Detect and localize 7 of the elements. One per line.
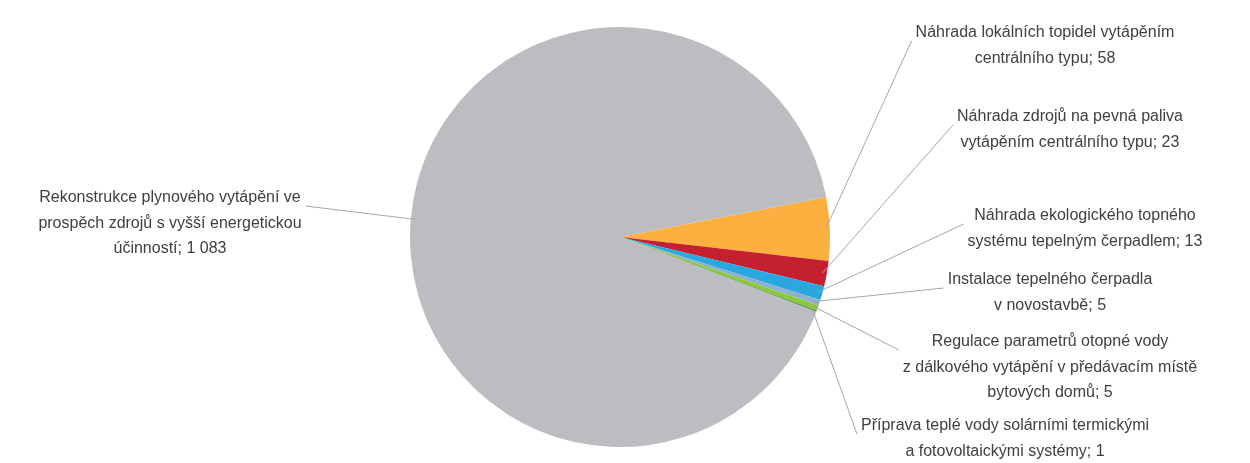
slice-label: Náhrada zdrojů na pevná paliva vytápěním centrálního typu; 23	[957, 107, 1184, 150]
slice-label: Rekonstrukce plynového vytápění ve prospěch zdrojů s vyšší energetickou účinností; 1 083	[38, 188, 302, 257]
slice-label: Náhrada lokálních topidel vytápěním centrálního typu; 58	[915, 23, 1175, 66]
slice-label: Příprava teplé vody solárními termickými a fotovoltaickými systémy; 1	[860, 416, 1150, 459]
slice-label: Regulace parametrů otopné vody z dálkového vytápění v předávacím místě bytových domů; 5	[902, 332, 1198, 401]
slice-label: Instalace tepelného čerpadla v novostavbě; 5	[947, 270, 1153, 313]
slice-label: Náhrada ekologického topného systému tepelným čerpadlem; 13	[967, 206, 1203, 249]
